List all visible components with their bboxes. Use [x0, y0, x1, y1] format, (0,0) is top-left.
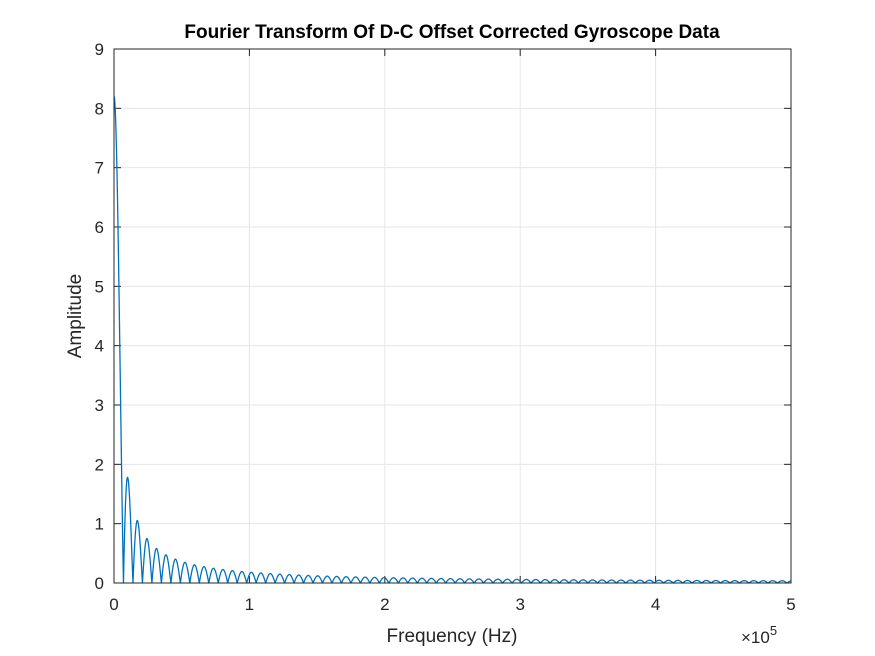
axes-box: [113, 48, 792, 584]
y-tick-label: 1: [95, 515, 104, 534]
y-tick-labels: 0 1 2 3 4 5 6 7 8 9: [95, 40, 104, 593]
y-tick-label: 6: [95, 218, 104, 237]
x-tick-label: 3: [515, 595, 524, 614]
y-tick-label: 8: [95, 99, 104, 118]
plot-area: [114, 49, 791, 583]
x-tick-label: 2: [380, 595, 389, 614]
y-tick-label: 0: [95, 574, 104, 593]
y-tick-label: 4: [95, 337, 104, 356]
x-tick-label: 5: [786, 595, 795, 614]
y-tick-label: 3: [95, 396, 104, 415]
y-tick-label: 9: [95, 40, 104, 59]
x-tick-label: 0: [109, 595, 118, 614]
chart-title: Fourier Transform Of D-C Offset Correcte…: [184, 22, 720, 43]
series-line: [113, 95, 792, 584]
x-tick-label: 4: [651, 595, 660, 614]
x-tick-label: 1: [245, 595, 254, 614]
x-tick-labels: 0 1 2 3 4 5: [109, 595, 795, 614]
x-axis-label: Frequency (Hz): [387, 626, 518, 647]
y-tick-label: 2: [95, 455, 104, 474]
y-axis-label: Amplitude: [65, 274, 86, 359]
y-tick-label: 5: [95, 277, 104, 296]
y-tick-label: 7: [95, 159, 104, 178]
x-exponent-label: ×105: [741, 623, 777, 647]
